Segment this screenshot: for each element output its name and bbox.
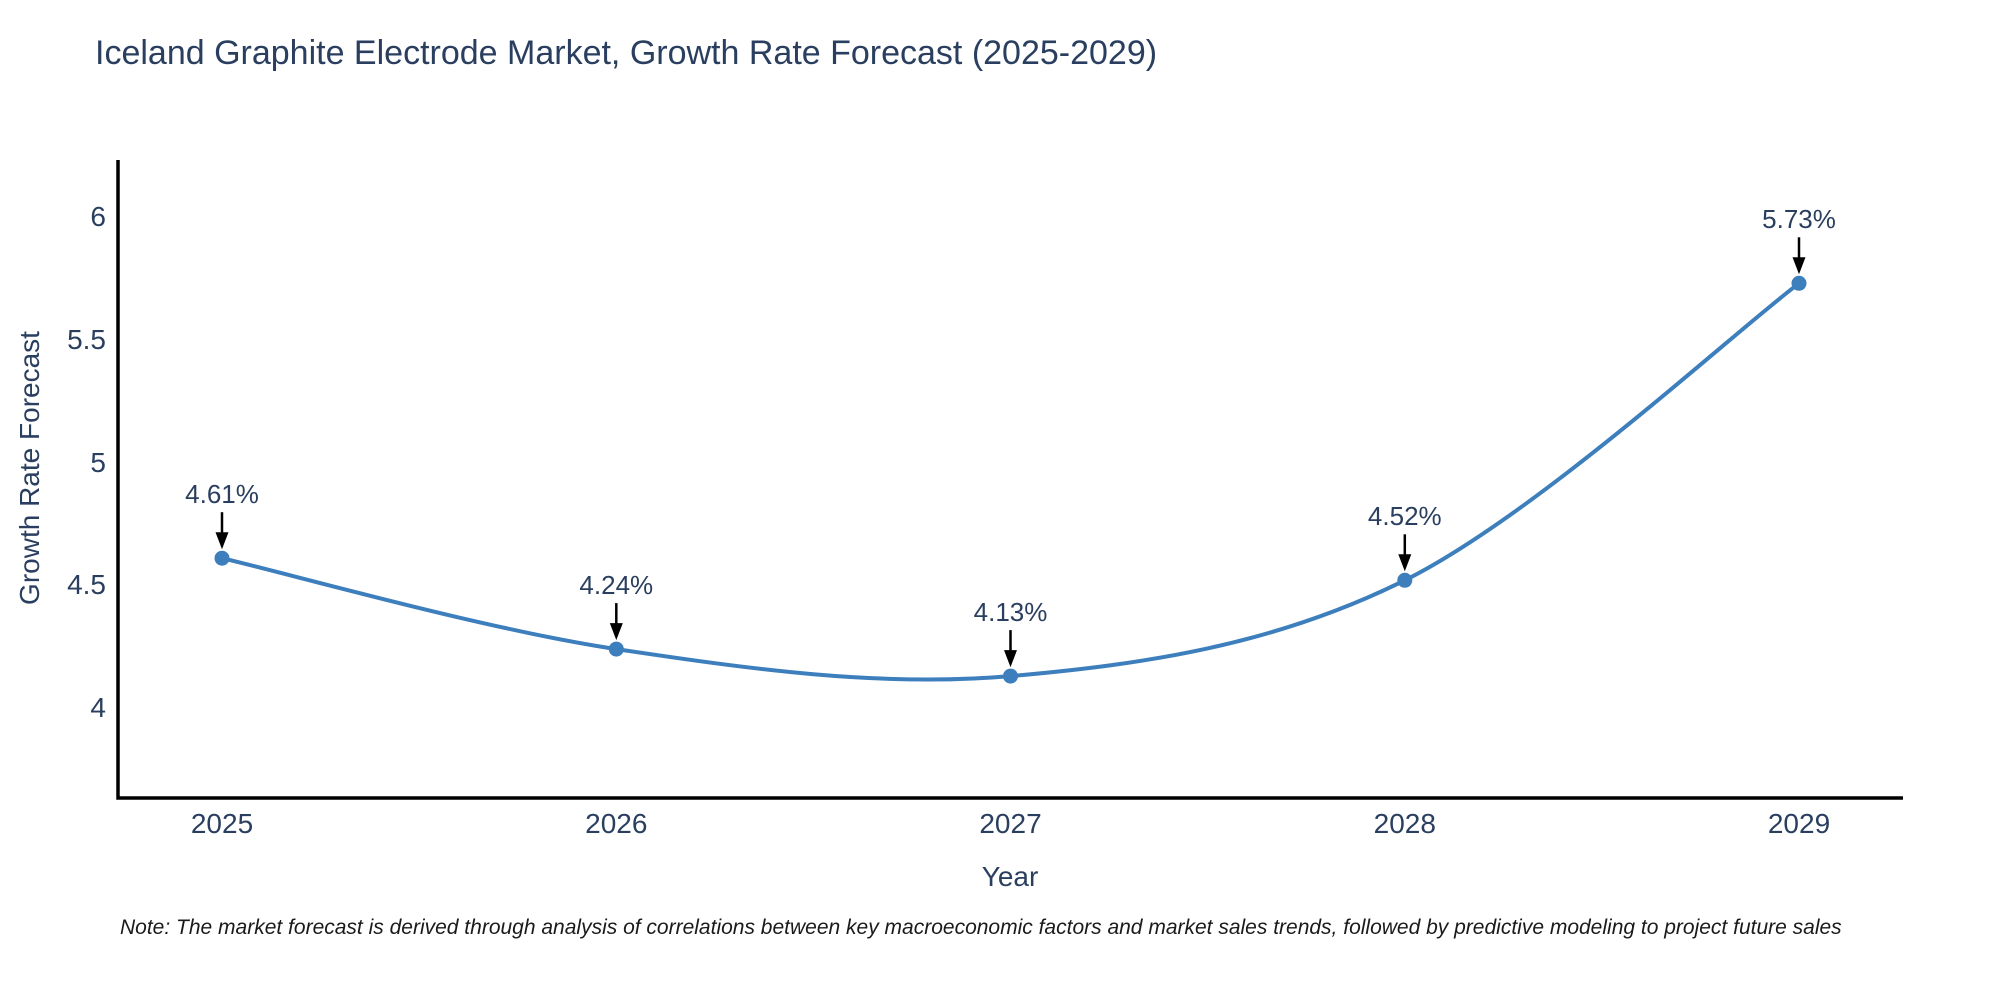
point-annotation: 4.13% [973, 597, 1048, 628]
point-annotation: 4.24% [579, 570, 654, 601]
chart-title: Iceland Graphite Electrode Market, Growt… [95, 34, 1158, 72]
annotation-arrowhead [1792, 257, 1806, 275]
x-tick-label: 2028 [1373, 808, 1436, 839]
axis-lines [116, 160, 1903, 800]
annotation-arrows [215, 237, 1806, 668]
x-tick-label: 2027 [979, 808, 1042, 839]
y-tick-label: 4 [90, 692, 106, 723]
data-point-2025[interactable] [214, 550, 230, 566]
y-tick-label: 4.5 [67, 569, 106, 601]
series-line [220, 281, 1801, 682]
annotation-arrowhead [609, 623, 623, 641]
data-point-2026[interactable] [608, 641, 624, 657]
point-annotation: 5.73% [1762, 204, 1836, 235]
footnote: Note: The market forecast is derived thr… [120, 916, 1842, 939]
x-tick-label: 2026 [585, 808, 648, 839]
x-tick-label: 2029 [1767, 808, 1831, 839]
y-tick-label: 5 [90, 446, 106, 478]
y-tick-label: 5.5 [67, 323, 106, 355]
x-tick-label: 2025 [190, 808, 254, 839]
annotation-arrowhead [1398, 554, 1412, 572]
data-point-2028[interactable] [1397, 572, 1413, 588]
x-axis-title: Year [981, 861, 1039, 892]
annotation-arrowhead [215, 532, 229, 550]
point-annotation: 4.61% [185, 479, 259, 510]
data-point-2029[interactable] [1791, 275, 1807, 291]
y-tick-label: 6 [90, 201, 106, 232]
data-point-2027[interactable] [1003, 668, 1018, 684]
data-points [214, 275, 1807, 684]
annotation-arrowhead [1004, 650, 1017, 668]
point-annotation: 4.52% [1367, 501, 1442, 532]
